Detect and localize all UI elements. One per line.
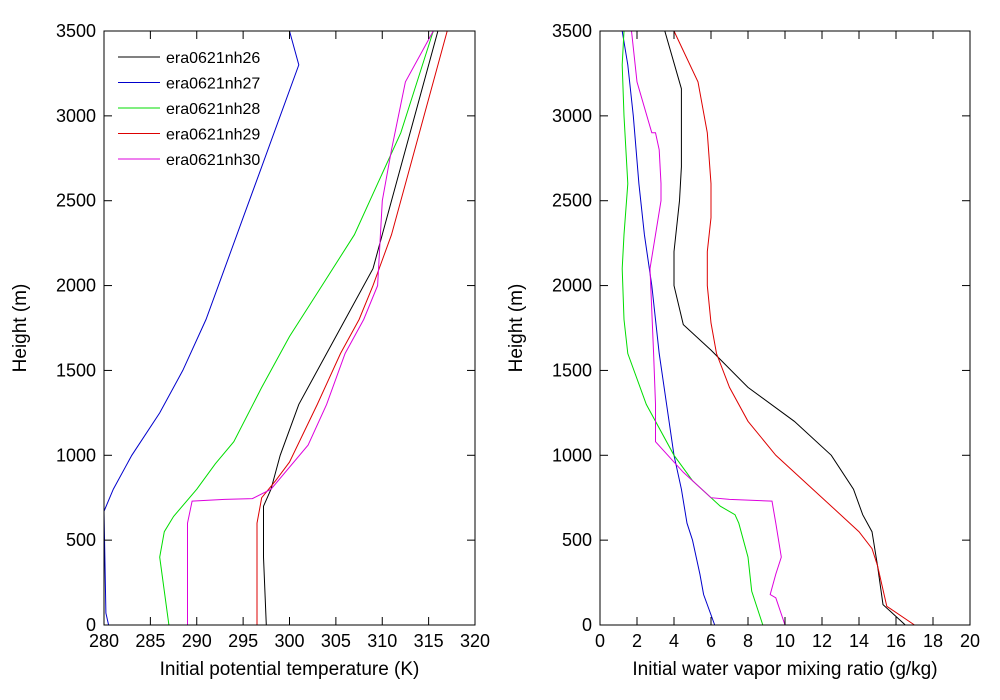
- y-tick-label: 1000: [56, 445, 96, 465]
- x-tick-label: 305: [321, 631, 351, 651]
- y-tick-label: 500: [66, 530, 96, 550]
- y-tick-label: 2000: [552, 276, 592, 296]
- y-tick-label: 1500: [56, 360, 96, 380]
- x-tick-label: 4: [669, 631, 679, 651]
- legend: era0621nh26 era0621nh27 era0621nh28 era0621…: [118, 50, 260, 169]
- x-tick-label: 16: [886, 631, 906, 651]
- legend-label-era0621nh30: era0621nh30: [166, 152, 260, 169]
- x-axis-label: Initial potential temperature (K): [160, 659, 420, 680]
- x-tick-label: 0: [595, 631, 605, 651]
- x-tick-label: 285: [135, 631, 165, 651]
- legend-label-era0621nh28: era0621nh28: [166, 101, 260, 118]
- y-tick-label: 2000: [56, 276, 96, 296]
- y-tick-label: 3000: [56, 106, 96, 126]
- y-axis-label: Height (m): [10, 284, 31, 373]
- y-axis-label: Height (m): [506, 284, 527, 373]
- x-tick-label: 14: [849, 631, 869, 651]
- series-line-era0621nh28: [159, 30, 434, 626]
- y-tick-label: 3500: [56, 21, 96, 41]
- x-tick-label: 18: [923, 631, 943, 651]
- y-tick-label: 500: [562, 530, 592, 550]
- y-tick-label: 2500: [552, 191, 592, 211]
- x-tick-label: 8: [743, 631, 753, 651]
- series-line-era0621nh30: [631, 30, 786, 626]
- x-tick-label: 2: [632, 631, 642, 651]
- plot-frame: [103, 30, 476, 626]
- y-tick-label: 1500: [552, 360, 592, 380]
- legend-label-era0621nh26: era0621nh26: [166, 50, 260, 67]
- x-tick-label: 12: [812, 631, 832, 651]
- legend-label-era0621nh27: era0621nh27: [166, 76, 260, 93]
- x-tick-label: 315: [414, 631, 444, 651]
- y-tick-label: 1000: [552, 445, 592, 465]
- series-line-era0621nh29: [256, 30, 448, 625]
- x-axis-label: Initial water vapor mixing ratio (g/kg): [632, 659, 937, 680]
- y-tick-label: 3500: [552, 21, 592, 41]
- y-tick-label: 0: [86, 615, 96, 635]
- series-line-era0621nh27: [621, 30, 716, 626]
- x-tick-label: 320: [460, 631, 490, 651]
- x-tick-label: 310: [367, 631, 397, 651]
- x-tick-label: 295: [228, 631, 258, 651]
- x-tick-label: 20: [960, 631, 980, 651]
- potential-temperature-panel: 280 285 290 295 300 305 310 315 320 0 500 1000 1500 2…: [10, 21, 490, 680]
- y-tick-label: 2500: [56, 191, 96, 211]
- x-tick-label: 300: [274, 631, 304, 651]
- series-line-era0621nh29: [673, 30, 915, 626]
- series-line-era0621nh26: [664, 30, 906, 626]
- legend-label-era0621nh29: era0621nh29: [166, 127, 260, 144]
- series-line-era0621nh30: [187, 30, 434, 625]
- x-tick-label: 10: [775, 631, 795, 651]
- x-tick-label: 280: [89, 631, 119, 651]
- series-line-era0621nh27: [103, 30, 300, 626]
- series-line-era0621nh28: [621, 30, 764, 626]
- y-tick-label: 3000: [552, 106, 592, 126]
- plot-frame: [599, 30, 971, 626]
- x-tick-label: 6: [706, 631, 716, 651]
- x-tick-label: 290: [182, 631, 212, 651]
- y-tick-label: 0: [582, 615, 592, 635]
- water-vapor-panel: 0 2 4 6 8 10 12 14 16 18 20 0 500 1000 1500 2000 2500 300…: [506, 21, 980, 680]
- series-line-era0621nh26: [263, 30, 439, 626]
